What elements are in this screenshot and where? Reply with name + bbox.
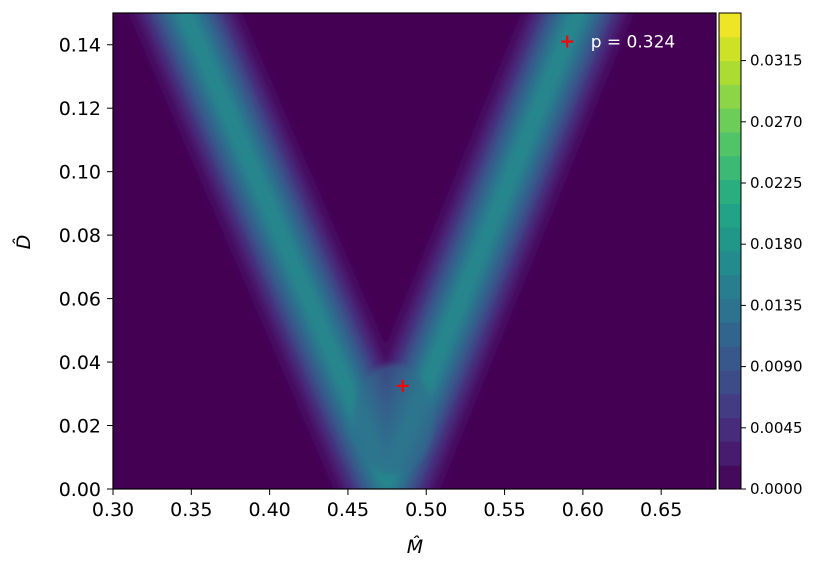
colorbar-segment (719, 370, 741, 395)
colorbar-segment (719, 274, 741, 300)
y-tick-label: 0.04 (59, 352, 101, 374)
colorbar-segment (719, 298, 741, 323)
x-tick-label: 0.55 (483, 499, 525, 521)
colorbar-tick-label: 0.0090 (750, 358, 803, 376)
colorbar-segment (719, 203, 741, 228)
ridge-contours (128, 13, 634, 489)
colorbar-segment (719, 441, 741, 466)
x-axis-label: M̂ (407, 536, 423, 558)
colorbar-segment (719, 36, 741, 62)
x-tick-label: 0.45 (327, 499, 369, 521)
colorbar-segment (719, 322, 741, 347)
colorbar-segment (719, 108, 741, 133)
x-tick-label: 0.50 (405, 499, 447, 521)
y-axis: 0.00 0.02 0.04 0.06 0.08 0.10 0.12 0.14 (59, 35, 113, 501)
plot-area (113, 13, 716, 489)
y-tick-label: 0.02 (59, 416, 101, 438)
colorbar: 0.0000 0.0045 0.0090 0.0135 0.0180 0.0225 0.02… (718, 12, 803, 498)
colorbar-tick-label: 0.0315 (750, 52, 803, 70)
y-axis-label: D̂ (13, 235, 35, 250)
colorbar-segment (719, 155, 741, 181)
colorbar-segment (719, 251, 741, 276)
x-tick-label: 0.35 (170, 499, 212, 521)
colorbar-segment (719, 227, 741, 252)
y-tick-label: 0.08 (59, 225, 101, 247)
x-tick-label: 0.30 (92, 499, 134, 521)
colorbar-segment (719, 346, 741, 371)
x-tick-label: 0.65 (640, 499, 682, 521)
ridge-band-6 (176, 13, 587, 489)
colorbar-tick-label: 0.0225 (750, 174, 803, 192)
colorbar-segment (719, 465, 741, 490)
colorbar-tick-label: 0.0135 (750, 296, 803, 314)
y-axis-label-group: D̂ (13, 235, 35, 250)
y-tick-label: 0.12 (59, 98, 101, 120)
colorbar-tick-label: 0.0180 (750, 235, 803, 253)
colorbar-segment (719, 60, 741, 85)
ridge-vertex-region (353, 364, 434, 474)
y-tick-label: 0.14 (59, 35, 101, 57)
y-tick-label: 0.06 (59, 289, 101, 311)
colorbar-segment (719, 13, 741, 38)
colorbar-segment (719, 132, 741, 157)
plot-frame (112, 12, 717, 490)
y-tick-label: 0.10 (59, 162, 101, 184)
colorbar-tick-label: 0.0000 (750, 480, 803, 498)
marker-plus-1 (561, 35, 574, 48)
colorbar-segment (719, 393, 741, 419)
markers (396, 35, 574, 392)
marker-plus-0 (396, 379, 409, 392)
p-value-annotation: p = 0.324 (591, 33, 676, 53)
x-tick-label: 0.60 (562, 499, 604, 521)
colorbar-tick-label: 0.0045 (750, 419, 803, 437)
colorbar-segment (719, 417, 741, 442)
x-tick-label: 0.40 (248, 499, 290, 521)
y-tick-label: 0.00 (59, 479, 101, 501)
colorbar-tick-label: 0.0270 (750, 113, 803, 131)
colorbar-segment (719, 179, 741, 204)
x-axis-label-group: M̂ (407, 536, 423, 558)
x-axis: 0.30 0.35 0.40 0.45 0.50 0.55 0.60 0.65 (92, 489, 682, 521)
colorbar-segment (719, 84, 741, 109)
colorbar-frame (718, 12, 742, 490)
